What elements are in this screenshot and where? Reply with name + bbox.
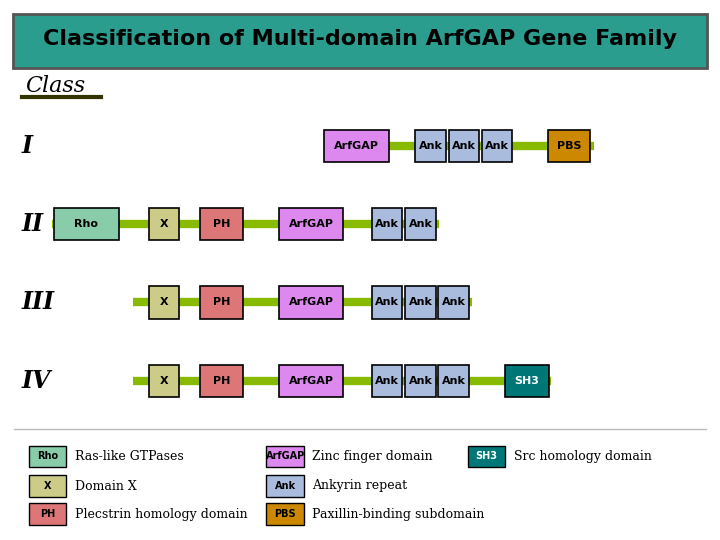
Bar [405, 208, 436, 240]
Bar [200, 286, 243, 319]
Text: Ank: Ank [451, 141, 476, 151]
Text: PBS: PBS [274, 509, 296, 519]
Text: ArfGAP: ArfGAP [334, 141, 379, 151]
Text: Ankyrin repeat: Ankyrin repeat [312, 480, 408, 492]
Text: Ank: Ank [408, 219, 433, 229]
Text: Classification of Multi-domain ArfGAP Gene Family: Classification of Multi-domain ArfGAP Ge… [43, 29, 677, 50]
Bar [324, 130, 389, 162]
Text: ArfGAP: ArfGAP [266, 451, 305, 461]
Bar [200, 208, 243, 240]
Bar [372, 286, 402, 319]
Text: I: I [22, 134, 32, 158]
Text: Ank: Ank [485, 141, 509, 151]
Text: Zinc finger domain: Zinc finger domain [312, 450, 433, 463]
Text: ArfGAP: ArfGAP [289, 376, 333, 386]
Text: Ras-like GTPases: Ras-like GTPases [75, 450, 184, 463]
Text: X: X [160, 298, 168, 307]
Text: Ank: Ank [441, 298, 466, 307]
Bar [279, 364, 343, 397]
Text: ArfGAP: ArfGAP [289, 219, 333, 229]
Bar [372, 208, 402, 240]
Text: SH3: SH3 [476, 451, 498, 461]
Text: Ank: Ank [408, 376, 433, 386]
Bar [29, 475, 66, 497]
Bar [149, 286, 179, 319]
Text: X: X [160, 376, 168, 386]
Text: Plecstrin homology domain: Plecstrin homology domain [75, 508, 248, 521]
Text: Ank: Ank [418, 141, 443, 151]
Bar [29, 503, 66, 525]
Text: ArfGAP: ArfGAP [289, 298, 333, 307]
Bar [279, 208, 343, 240]
Bar [279, 286, 343, 319]
Text: X: X [44, 481, 51, 491]
Bar [372, 364, 402, 397]
Text: Class: Class [25, 76, 86, 97]
Bar [438, 286, 469, 319]
Text: Ank: Ank [441, 376, 466, 386]
Text: PH: PH [213, 219, 230, 229]
Text: IV: IV [22, 369, 51, 393]
Bar [54, 208, 119, 240]
Text: PH: PH [213, 298, 230, 307]
Bar [548, 130, 590, 162]
Text: Domain X: Domain X [75, 480, 137, 492]
Bar [149, 364, 179, 397]
Bar [266, 503, 304, 525]
Text: Src homology domain: Src homology domain [514, 450, 652, 463]
Text: Ank: Ank [375, 298, 400, 307]
Bar [505, 364, 549, 397]
Bar [405, 286, 436, 319]
Text: Ank: Ank [375, 376, 400, 386]
Bar [405, 364, 436, 397]
Text: III: III [22, 291, 55, 314]
Text: PH: PH [40, 509, 55, 519]
Text: SH3: SH3 [515, 376, 539, 386]
Bar [468, 446, 505, 467]
Text: II: II [22, 212, 44, 236]
Text: Rho: Rho [74, 219, 99, 229]
Text: Ank: Ank [408, 298, 433, 307]
Bar [266, 475, 304, 497]
Bar [438, 364, 469, 397]
Text: Paxillin-binding subdomain: Paxillin-binding subdomain [312, 508, 485, 521]
Text: Ank: Ank [274, 481, 296, 491]
Bar [149, 208, 179, 240]
Bar [415, 130, 446, 162]
Text: PH: PH [213, 376, 230, 386]
Text: Ank: Ank [375, 219, 400, 229]
Bar [29, 446, 66, 467]
Bar [200, 364, 243, 397]
Text: PBS: PBS [557, 141, 581, 151]
Bar [266, 446, 304, 467]
Bar [13, 14, 707, 68]
Text: X: X [160, 219, 168, 229]
Bar [449, 130, 479, 162]
Bar [482, 130, 512, 162]
Text: Rho: Rho [37, 451, 58, 461]
